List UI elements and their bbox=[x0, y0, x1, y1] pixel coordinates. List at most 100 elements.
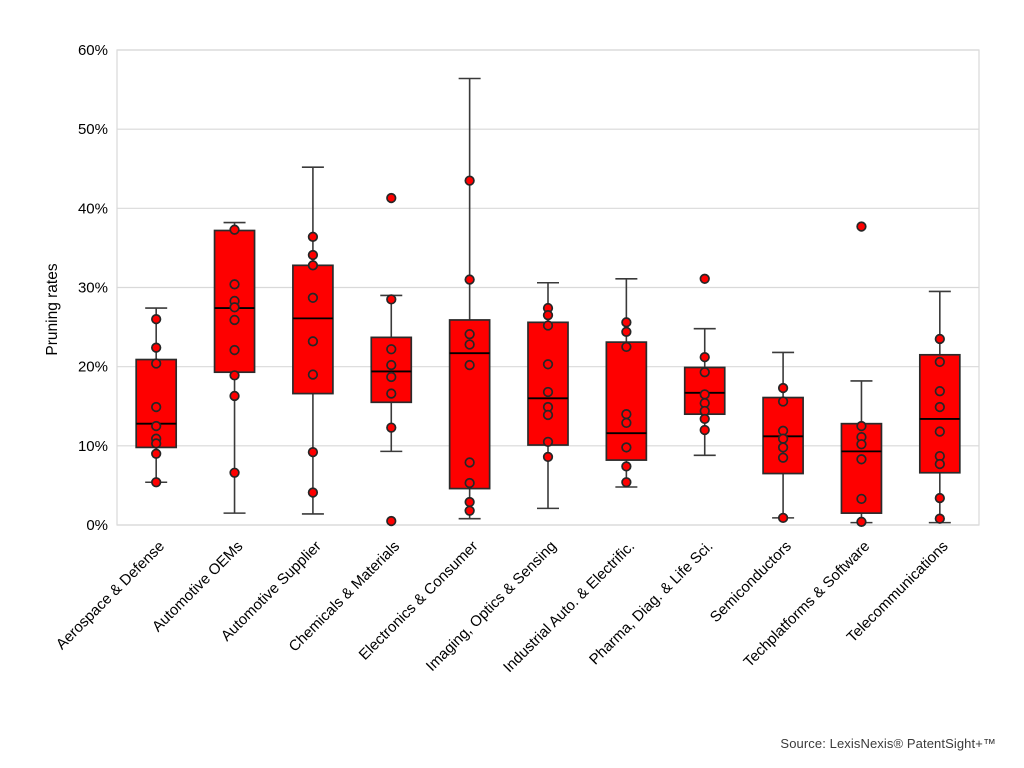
data-point bbox=[464, 274, 475, 285]
data-point bbox=[542, 359, 554, 370]
data-point bbox=[464, 457, 475, 468]
data-point bbox=[934, 401, 945, 413]
box-pharma-diag-life-sci: Pharma, Diag. & Life Sci. bbox=[586, 273, 726, 668]
data-point bbox=[151, 420, 162, 432]
data-point bbox=[464, 329, 475, 340]
data-point bbox=[386, 192, 397, 204]
data-point bbox=[151, 401, 162, 413]
data-point bbox=[777, 452, 789, 463]
data-point bbox=[151, 314, 162, 325]
data-point bbox=[542, 436, 554, 448]
data-point bbox=[699, 413, 710, 425]
data-point bbox=[934, 458, 945, 470]
data-point bbox=[229, 279, 240, 290]
y-tick-label: 10% bbox=[78, 438, 108, 455]
data-point bbox=[856, 221, 867, 232]
data-point bbox=[542, 386, 554, 398]
data-point bbox=[856, 454, 867, 465]
data-point bbox=[699, 352, 710, 363]
box-chemicals-materials: Chemicals & Materials bbox=[286, 192, 413, 655]
data-point bbox=[307, 260, 319, 271]
data-point bbox=[856, 420, 867, 432]
data-point bbox=[621, 341, 632, 353]
data-point bbox=[386, 294, 397, 305]
y-tick-label: 30% bbox=[78, 280, 108, 297]
x-axis-label: Imaging, Optics & Sensing bbox=[423, 538, 560, 675]
data-point bbox=[386, 359, 397, 371]
data-point bbox=[307, 231, 319, 242]
data-point bbox=[386, 344, 397, 355]
data-point bbox=[777, 512, 789, 524]
y-tick-label: 50% bbox=[78, 121, 108, 138]
data-point bbox=[621, 461, 632, 472]
data-point bbox=[699, 273, 710, 284]
data-point bbox=[934, 513, 945, 524]
data-point bbox=[464, 477, 475, 489]
data-point bbox=[934, 426, 945, 437]
x-axis-label: Semiconductors bbox=[707, 538, 795, 626]
data-point bbox=[777, 382, 789, 394]
data-point bbox=[229, 314, 240, 326]
data-point bbox=[229, 302, 240, 313]
data-point bbox=[464, 505, 475, 516]
data-point bbox=[777, 433, 789, 444]
data-point bbox=[621, 417, 632, 429]
data-point bbox=[386, 422, 397, 433]
data-point bbox=[307, 447, 319, 458]
x-axis-label: Techplatforms & Software bbox=[740, 538, 873, 671]
data-point bbox=[777, 442, 789, 453]
y-tick-label: 40% bbox=[78, 200, 108, 217]
data-point bbox=[464, 339, 475, 350]
data-point bbox=[307, 249, 319, 261]
box-imaging-optics-sensing: Imaging, Optics & Sensing bbox=[423, 281, 569, 675]
data-point bbox=[542, 320, 554, 331]
data-point bbox=[699, 389, 710, 400]
plot-area-border bbox=[116, 49, 980, 526]
data-point bbox=[229, 344, 240, 356]
data-point bbox=[386, 388, 397, 399]
y-tick-label: 0% bbox=[86, 517, 108, 534]
y-tick-label: 60% bbox=[78, 42, 108, 59]
data-point bbox=[229, 390, 240, 402]
data-point bbox=[934, 356, 945, 368]
data-point bbox=[307, 336, 319, 347]
data-point bbox=[151, 342, 162, 353]
data-point bbox=[856, 493, 867, 505]
data-point bbox=[699, 424, 710, 436]
data-point bbox=[621, 442, 632, 453]
data-point bbox=[621, 477, 632, 488]
data-point bbox=[542, 451, 554, 463]
data-point bbox=[229, 224, 240, 235]
box-techplatforms-software: Techplatforms & Software bbox=[740, 221, 883, 671]
data-point bbox=[151, 358, 162, 369]
data-point bbox=[229, 467, 240, 478]
data-point bbox=[542, 310, 554, 321]
data-point bbox=[699, 367, 710, 378]
data-point bbox=[542, 409, 554, 421]
data-point bbox=[621, 317, 632, 328]
data-point bbox=[151, 438, 162, 449]
data-point bbox=[307, 292, 319, 303]
data-point bbox=[621, 326, 632, 337]
data-point bbox=[307, 369, 319, 380]
iqr-box bbox=[527, 321, 569, 446]
data-point bbox=[934, 333, 945, 345]
data-point bbox=[307, 487, 319, 498]
box-industrial-auto-electrific: Industrial Auto. & Electrific. bbox=[500, 277, 648, 676]
x-axis-label: Industrial Auto. & Electrific. bbox=[500, 538, 638, 676]
y-tick-label: 20% bbox=[78, 359, 108, 376]
data-point bbox=[151, 448, 162, 459]
data-point bbox=[229, 370, 240, 381]
iqr-box bbox=[605, 341, 648, 461]
data-point bbox=[464, 496, 475, 508]
data-point bbox=[934, 386, 945, 397]
data-point bbox=[621, 409, 632, 420]
y-axis-title: Pruning rates bbox=[44, 263, 61, 355]
source-attribution: Source: LexisNexis® PatentSight+™ bbox=[780, 736, 996, 751]
data-point bbox=[777, 396, 789, 407]
data-point bbox=[151, 477, 162, 488]
data-point bbox=[386, 371, 397, 383]
data-point bbox=[386, 515, 397, 527]
